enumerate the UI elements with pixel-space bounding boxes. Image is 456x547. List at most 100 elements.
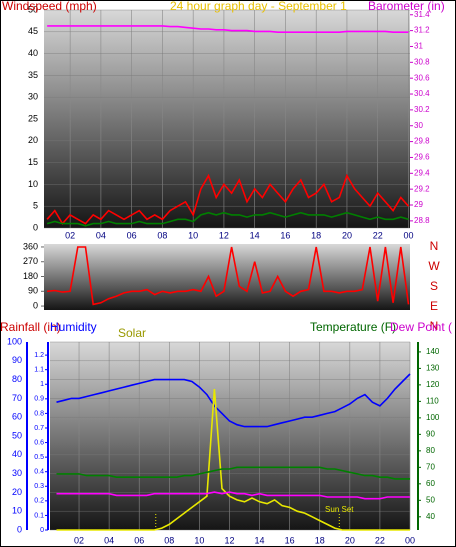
- y3-tick-label: 0.8: [34, 410, 44, 417]
- y3-tick-label: 0.3: [34, 483, 44, 490]
- y2-axis-label: Barometer (in): [368, 0, 445, 13]
- x-tick-label: 20: [345, 535, 355, 545]
- y2-tick-label: 30.8: [414, 57, 430, 66]
- y3-tick-label: 1.2: [34, 352, 44, 359]
- x-tick-label: 18: [315, 535, 325, 545]
- y2-tick-label: 90: [426, 429, 435, 438]
- y-tick-label: 35: [28, 70, 38, 80]
- direction-label: N: [430, 239, 439, 253]
- y-tick-label: 45: [28, 26, 38, 36]
- y3-axis-label: Rainfall (in): [0, 320, 61, 334]
- x-tick-label: 02: [65, 230, 75, 240]
- series-line: [46, 211, 409, 227]
- y3-tick-label: 0.1: [34, 512, 44, 519]
- y2-tick-label: 130: [426, 363, 440, 372]
- y-tick-label: 0: [33, 222, 38, 232]
- y2-tick-label: 30: [414, 121, 423, 130]
- y-tick-label: 5: [33, 201, 38, 211]
- y2-tick-label: 50: [426, 495, 435, 504]
- y2-tick-label: 28.8: [414, 216, 430, 225]
- series-line: [46, 173, 410, 225]
- x-tick-label: 04: [96, 230, 106, 240]
- y2-tick-label: 100: [426, 413, 440, 422]
- direction-label: N: [430, 319, 439, 333]
- y2-tick-label: 29.4: [414, 168, 430, 177]
- series-label: Dew Point (: [390, 320, 452, 334]
- y2-tick-label: 120: [426, 380, 440, 389]
- x-tick-label: 12: [219, 230, 229, 240]
- y2-tick-label: 29: [414, 200, 423, 209]
- y2-tick-label: 80: [426, 446, 435, 455]
- y2-tick-label: 60: [426, 479, 435, 488]
- series-label: Humidity: [50, 320, 97, 334]
- x-tick-label: 16: [285, 535, 295, 545]
- y-tick-label: 0: [17, 524, 22, 534]
- x-tick-label: 18: [311, 230, 321, 240]
- y-tick-label: 10: [12, 506, 22, 516]
- y3-tick-label: 0.7: [34, 425, 44, 432]
- series-line: [56, 373, 411, 428]
- y-tick-label: 10: [28, 179, 38, 189]
- x-tick-label: 22: [373, 230, 383, 240]
- y-tick-label: 15: [28, 157, 38, 167]
- series-line: [56, 491, 410, 500]
- y-tick-label: 50: [28, 4, 38, 14]
- series-label: Temperature (F): [310, 320, 396, 334]
- y3-tick-label: 0.5: [34, 454, 44, 461]
- y-tick-label: 100: [7, 336, 22, 346]
- y-tick-label: 90: [28, 286, 38, 296]
- y2-tick-label: 31.2: [414, 26, 430, 35]
- series-label: Solar: [118, 326, 146, 340]
- x-tick-label: 06: [134, 535, 144, 545]
- y2-tick-label: 31: [414, 42, 423, 51]
- x-tick-label: 12: [224, 535, 234, 545]
- direction-label: E: [430, 299, 438, 313]
- y-tick-label: 20: [12, 487, 22, 497]
- y3-tick-label: 0.2: [34, 498, 44, 505]
- y-tick-label: 360: [23, 241, 38, 251]
- y-tick-label: 40: [28, 48, 38, 58]
- y3-tick-label: 1.1: [34, 367, 44, 374]
- y3-tick-label: 1: [40, 381, 44, 388]
- y-tick-label: 60: [12, 412, 22, 422]
- y-tick-label: 30: [28, 92, 38, 102]
- y-tick-label: 30: [12, 468, 22, 478]
- y-tick-label: 270: [23, 256, 38, 266]
- series-line: [47, 246, 410, 306]
- y3-tick-label: 0.6: [34, 439, 44, 446]
- x-tick-label: 14: [255, 535, 265, 545]
- y-tick-label: 40: [12, 449, 22, 459]
- y-tick-label: 20: [28, 135, 38, 145]
- y-tick-label: 180: [23, 271, 38, 281]
- series-line: [56, 388, 410, 531]
- direction-label: W: [428, 259, 440, 273]
- y2-tick-label: 110: [426, 396, 439, 405]
- x-tick-label: 08: [164, 535, 174, 545]
- y2-tick-label: 29.6: [414, 153, 430, 162]
- x-tick-label: 10: [194, 535, 204, 545]
- y-tick-label: 25: [28, 113, 38, 123]
- x-tick-label: 14: [250, 230, 260, 240]
- direction-label: S: [430, 279, 438, 293]
- y-tick-label: 0: [33, 300, 38, 310]
- chart-title: 24 hour graph day - September 1: [170, 0, 347, 13]
- y-tick-label: 90: [12, 355, 22, 365]
- y2-tick-label: 29.2: [414, 184, 430, 193]
- y3-tick-label: 0: [40, 527, 44, 534]
- y2-tick-label: 140: [426, 347, 440, 356]
- y-axis-label: Windspeed (mph): [2, 0, 97, 13]
- event-label: Sun Set: [325, 505, 354, 514]
- y-tick-label: 70: [12, 393, 22, 403]
- y2-tick-label: 30.4: [414, 89, 430, 98]
- x-tick-label: 00: [405, 535, 415, 545]
- x-tick-label: 16: [280, 230, 290, 240]
- x-tick-label: 02: [74, 535, 84, 545]
- x-tick-label: 20: [342, 230, 352, 240]
- x-tick-label: 06: [127, 230, 137, 240]
- y2-tick-label: 40: [426, 512, 435, 521]
- series-line: [56, 466, 410, 480]
- x-tick-label: 08: [157, 230, 167, 240]
- y2-tick-label: 70: [426, 462, 435, 471]
- x-tick-label: 04: [104, 535, 114, 545]
